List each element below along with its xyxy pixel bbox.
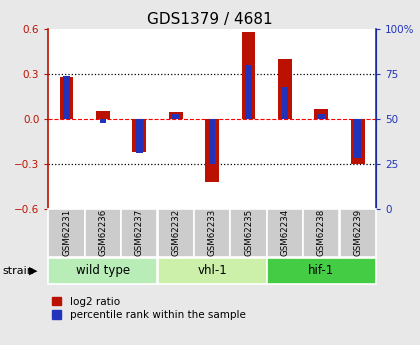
Bar (340, 209, 376, 257)
Bar (318, 114, 325, 119)
Text: GSM62238: GSM62238 (317, 209, 326, 256)
Bar (315, 109, 328, 119)
Bar (48, 258, 158, 284)
Bar (158, 209, 194, 257)
Bar (96, 111, 110, 119)
Bar (245, 65, 252, 119)
Bar (132, 119, 146, 152)
Bar (354, 119, 361, 158)
Text: GSM62234: GSM62234 (281, 209, 289, 256)
Text: vhl-1: vhl-1 (197, 264, 227, 277)
Bar (267, 258, 376, 284)
Text: GSM62235: GSM62235 (244, 209, 253, 256)
Bar (303, 209, 339, 257)
Text: wild type: wild type (76, 264, 130, 277)
Bar (158, 258, 267, 284)
Text: GSM62237: GSM62237 (135, 209, 144, 256)
Text: GDS1379 / 4681: GDS1379 / 4681 (147, 12, 273, 27)
Bar (267, 209, 303, 257)
Bar (85, 209, 121, 257)
Bar (100, 119, 106, 122)
Bar (121, 209, 158, 257)
Text: GSM62236: GSM62236 (98, 209, 108, 256)
Bar (173, 114, 179, 119)
Text: GSM62233: GSM62233 (207, 209, 217, 256)
Text: strain: strain (2, 266, 34, 276)
Legend: log2 ratio, percentile rank within the sample: log2 ratio, percentile rank within the s… (52, 297, 245, 320)
Text: ▶: ▶ (29, 266, 37, 276)
Bar (231, 209, 267, 257)
Text: GSM62232: GSM62232 (171, 209, 180, 256)
Bar (209, 119, 215, 164)
Text: hif-1: hif-1 (308, 264, 334, 277)
Bar (60, 77, 74, 119)
Bar (278, 59, 292, 119)
Bar (48, 209, 84, 257)
Bar (205, 119, 219, 182)
Bar (194, 209, 230, 257)
Text: GSM62239: GSM62239 (353, 209, 362, 256)
Bar (282, 87, 288, 119)
Bar (169, 111, 183, 119)
Bar (351, 119, 365, 164)
Bar (241, 32, 255, 119)
Bar (136, 119, 142, 153)
Bar (63, 76, 70, 119)
Text: GSM62231: GSM62231 (62, 209, 71, 256)
